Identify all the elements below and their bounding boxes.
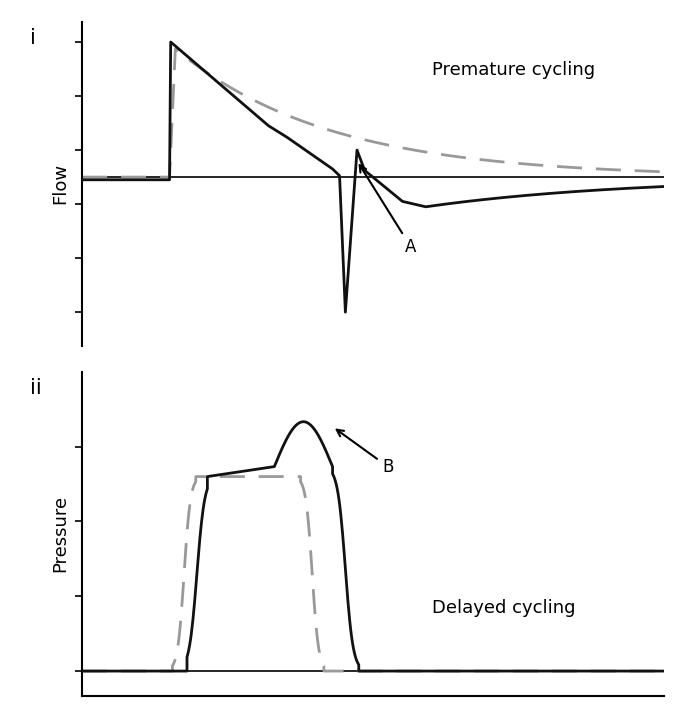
Text: A: A bbox=[360, 165, 416, 257]
Y-axis label: Pressure: Pressure bbox=[51, 495, 70, 573]
Text: ii: ii bbox=[30, 378, 42, 398]
Text: B: B bbox=[337, 430, 393, 476]
Y-axis label: Flow: Flow bbox=[51, 163, 70, 204]
Text: Premature cycling: Premature cycling bbox=[432, 61, 595, 78]
Text: i: i bbox=[30, 28, 36, 49]
Text: Delayed cycling: Delayed cycling bbox=[432, 599, 575, 617]
